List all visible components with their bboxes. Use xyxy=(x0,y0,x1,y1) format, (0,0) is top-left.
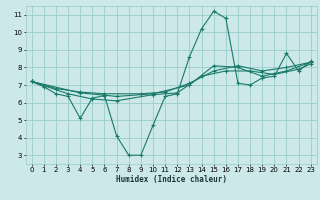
X-axis label: Humidex (Indice chaleur): Humidex (Indice chaleur) xyxy=(116,175,227,184)
